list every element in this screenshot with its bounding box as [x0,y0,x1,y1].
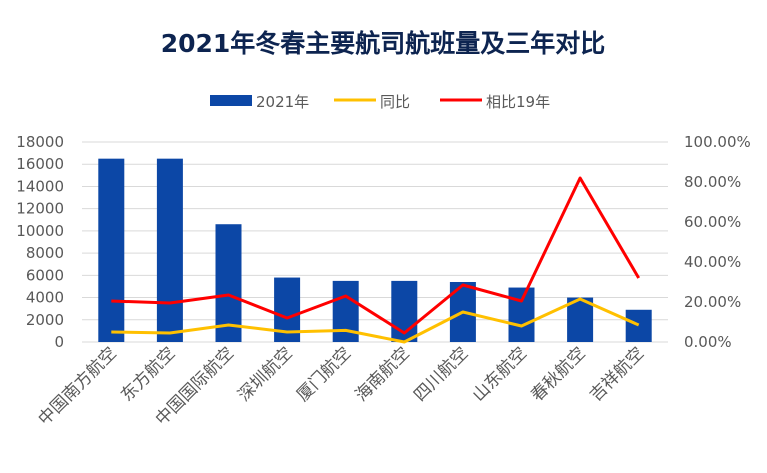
category-label: 吉祥航空 [586,343,648,405]
line-series [111,176,640,344]
bar [625,309,652,342]
right-tick-label: 60.00% [684,213,741,231]
right-tick-label: 40.00% [684,253,741,271]
legend-label-yoy: 同比 [380,93,410,111]
bar [215,224,242,342]
right-tick-label: 0.00% [684,333,732,351]
bar [98,158,125,342]
category-label: 山东航空 [469,343,531,405]
category-label: 中国南方航空 [35,343,121,429]
left-tick-label: 16000 [16,155,64,173]
category-labels: 中国南方航空东方航空中国国际航空深圳航空厦门航空海南航空四川航空山东航空春秋航空… [35,343,649,429]
left-axis: 0 2000 4000 6000 8000 10000 12000 14000 16000 180… [16,133,64,351]
legend-label-vs2019: 相比19年 [486,93,550,111]
right-tick-label: 80.00% [684,173,741,191]
left-tick-label: 6000 [26,266,64,284]
legend: 2021年 同比 相比19年 [210,93,550,111]
legend-label-2021: 2021年 [256,93,309,111]
left-tick-label: 12000 [16,200,64,218]
legend-swatch-2021 [210,95,252,106]
left-tick-label: 10000 [16,222,64,240]
left-tick-label: 18000 [16,133,64,151]
left-tick-label: 8000 [26,244,64,262]
right-tick-label: 20.00% [684,293,741,311]
right-axis: 0.00% 20.00% 40.00% 60.00% 80.00% 100.00% [684,133,751,351]
left-tick-label: 0 [54,333,64,351]
chart-title: 2021年冬春主要航司航班量及三年对比 [161,29,606,58]
line-vs2019 [111,176,640,335]
category-label: 厦门航空 [293,343,355,405]
category-label: 春秋航空 [527,343,589,405]
category-label: 海南航空 [352,343,414,405]
bar [156,158,183,342]
category-label: 深圳航空 [234,343,296,405]
left-tick-label: 4000 [26,289,64,307]
category-label: 四川航空 [410,343,472,405]
bar [567,297,594,342]
right-tick-label: 100.00% [684,133,751,151]
left-tick-label: 2000 [26,311,64,329]
bar [508,287,535,342]
line-yoy [111,297,640,344]
left-tick-label: 14000 [16,177,64,195]
